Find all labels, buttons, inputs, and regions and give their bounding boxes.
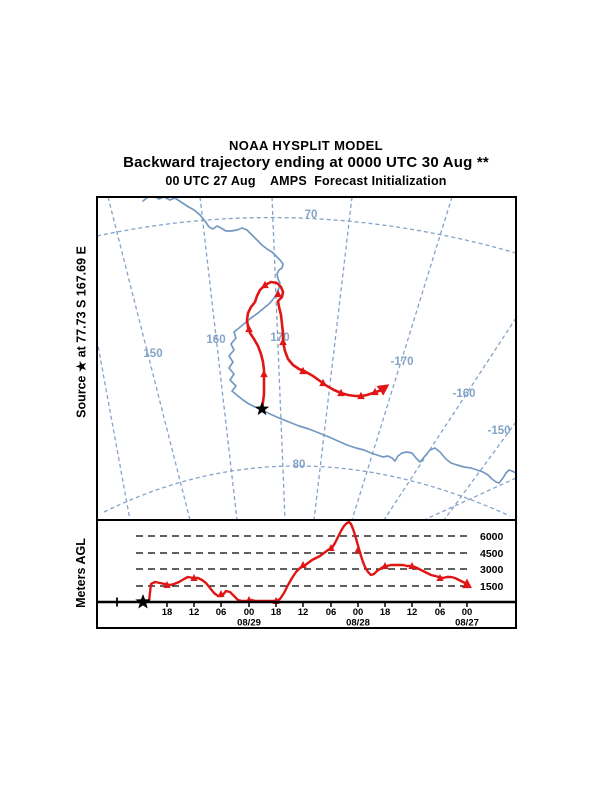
date-label: 08/29 (237, 618, 261, 629)
meridian-line (383, 317, 516, 520)
agl-gridline-label: 6000 (480, 531, 504, 543)
height-panel-star-icon (135, 594, 151, 609)
source-star-icon (254, 401, 270, 416)
trajectory-6h-marker (299, 366, 307, 375)
time-tick-label: 18 (380, 607, 391, 618)
agl-gridline-label: 4500 (480, 548, 504, 560)
meridian-line (443, 421, 516, 520)
coastline-path (142, 197, 516, 484)
grid-label--170: -170 (390, 356, 413, 368)
grid-label--150: -150 (487, 425, 510, 437)
height-6h-marker (327, 544, 335, 551)
meridian-line (199, 197, 238, 520)
grid-label--160: -160 (452, 388, 475, 400)
agl-gridline-label: 3000 (480, 564, 504, 576)
time-tick-label: 12 (298, 607, 309, 618)
grid-label-160: 160 (206, 334, 225, 346)
date-label: 08/28 (346, 618, 370, 629)
trajectory-6h-marker (245, 324, 253, 333)
agl-gridline-label: 1500 (480, 581, 504, 593)
trajectory-6h-marker (357, 391, 365, 400)
map-coastline (142, 197, 516, 484)
height-panel-border (96, 519, 517, 629)
meridian-line (313, 197, 353, 520)
meridian-line (423, 477, 516, 520)
trajectory-title: Backward trajectory ending at 0000 UTC 3… (123, 154, 489, 171)
trajectory-6h-marker (319, 378, 327, 387)
time-tick-label: 00 (353, 607, 364, 618)
time-tick-label: 00 (462, 607, 473, 618)
date-label: 08/27 (455, 618, 479, 629)
grid-label-80: 80 (293, 459, 306, 471)
time-tick-label: 18 (162, 607, 173, 618)
height-panel-curve (141, 520, 472, 604)
time-tick-label: 18 (271, 607, 282, 618)
time-tick-label: 06 (326, 607, 337, 618)
trajectory-6h-marker (260, 369, 268, 378)
time-tick-label: 12 (407, 607, 418, 618)
trajectory-6h-marker (279, 337, 287, 346)
height-end-marker (462, 578, 472, 589)
map-graticule (97, 197, 516, 520)
latitude-circle (97, 216, 516, 254)
height-6h-marker (381, 562, 389, 569)
height-6h-marker (217, 590, 225, 597)
trajectory-6h-marker (337, 388, 345, 397)
trajectory-6h-marker (261, 280, 269, 289)
grid-label-150: 150 (143, 348, 162, 360)
trajectory-end-arrow (376, 384, 390, 396)
height-6h-marker (354, 546, 362, 553)
meridian-line (97, 339, 131, 520)
model-title: NOAA HYSPLIT MODEL (228, 138, 384, 153)
meridian-line (351, 197, 453, 520)
time-tick-label: 06 (435, 607, 446, 618)
height-6h-marker (299, 561, 307, 568)
map-grid-labels: 70 80 150 160 170 -170 -160 -150 (143, 209, 510, 471)
meridian-line (271, 197, 286, 520)
height-6h-marker (190, 574, 198, 581)
time-tick-label: 00 (244, 607, 255, 618)
latitude-circle (103, 465, 511, 517)
grid-label-70: 70 (305, 209, 318, 221)
trajectory-6h-marker (274, 289, 282, 298)
trajectory-6h-marker (371, 387, 379, 396)
time-tick-label: 12 (189, 607, 200, 618)
height-6h-marker (163, 581, 171, 588)
height-panel-gridlines: 6000 4500 3000 1500 (136, 531, 504, 593)
trajectory-path (245, 280, 386, 411)
time-tick-label: 06 (216, 607, 227, 618)
grid-label-170: 170 (270, 332, 289, 344)
map-trajectory (245, 280, 390, 411)
height-6h-marker (408, 562, 416, 569)
initialization-subtitle: 00 UTC 27 Aug AMPS Forecast Initializati… (165, 174, 447, 188)
height-6h-marker (436, 574, 444, 581)
height-curve-path (141, 520, 469, 603)
map-source-star (254, 401, 270, 416)
